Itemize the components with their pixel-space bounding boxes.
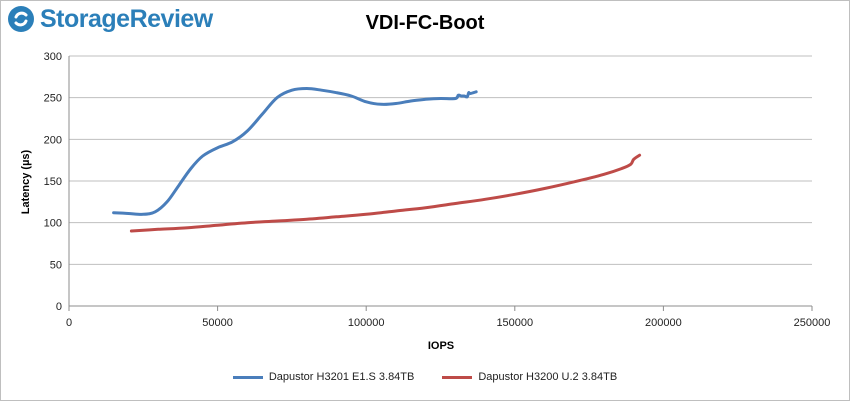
legend-item-series-2: Dapustor H3200 U.2 3.84TB bbox=[442, 371, 617, 383]
legend-swatch-series-2 bbox=[442, 375, 473, 379]
y-tick-label: 50 bbox=[50, 259, 62, 271]
legend-item-series-1: Dapustor H3201 E1.S 3.84TB bbox=[232, 371, 415, 383]
y-tick-label: 150 bbox=[44, 176, 62, 188]
series-line-1 bbox=[112, 87, 478, 216]
legend-label-series-2: Dapustor H3200 U.2 3.84TB bbox=[478, 371, 618, 383]
y-axis-label: Latency (µs) bbox=[20, 149, 32, 214]
axis-layer: 0 50 100 150 200 250 300 0 50000 100000 150000 2000… bbox=[44, 51, 831, 329]
x-tick-label: 100000 bbox=[348, 317, 385, 329]
x-tick-label: 200000 bbox=[645, 317, 682, 329]
y-tick-label: 250 bbox=[44, 93, 62, 105]
logo-text: StorageReview bbox=[40, 4, 213, 33]
y-tick-label: 0 bbox=[56, 301, 62, 313]
series-line-2 bbox=[129, 153, 642, 233]
x-tick-label: 250000 bbox=[794, 317, 831, 329]
series-layer bbox=[112, 87, 642, 233]
y-tick-label: 200 bbox=[44, 134, 62, 146]
y-tick-label: 300 bbox=[44, 51, 62, 63]
chart-title: VDI-FC-Boot bbox=[365, 12, 485, 34]
logo-icon bbox=[8, 6, 34, 32]
legend: Dapustor H3201 E1.S 3.84TB Dapustor H320… bbox=[0, 371, 850, 383]
legend-label-series-1: Dapustor H3201 E1.S 3.84TB bbox=[268, 371, 415, 383]
legend-swatch-series-1 bbox=[232, 375, 263, 379]
x-tick-label: 150000 bbox=[496, 317, 533, 329]
storagereview-logo: StorageReview bbox=[6, 4, 213, 34]
x-axis-label: IOPS bbox=[428, 340, 454, 352]
x-tick-label: 50000 bbox=[202, 317, 233, 329]
y-tick-label: 100 bbox=[44, 218, 62, 230]
x-tick-label: 0 bbox=[66, 317, 72, 329]
